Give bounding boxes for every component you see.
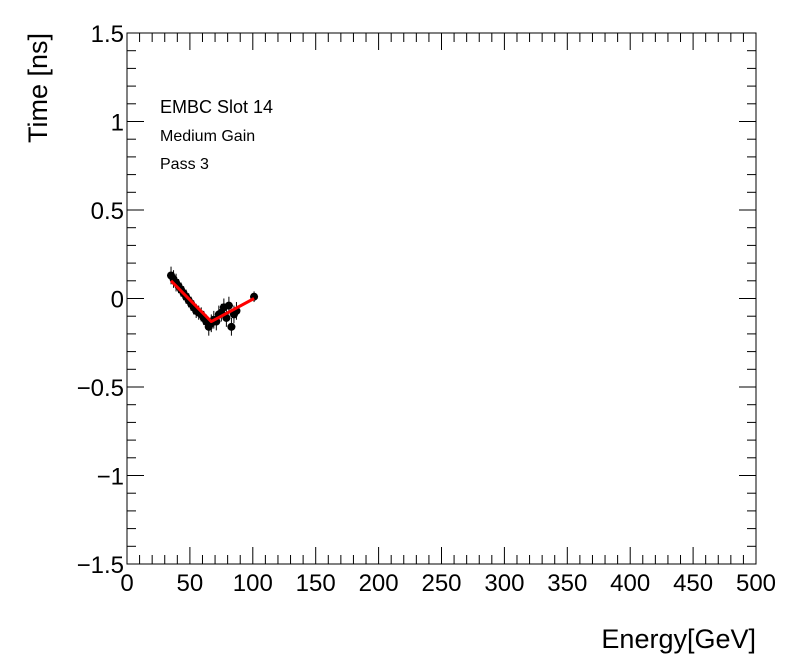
y-axis-title: Time [ns] xyxy=(23,33,53,143)
x-tick-label: 200 xyxy=(359,570,399,597)
y-tick-label: 1.5 xyxy=(91,21,124,48)
x-tick-labels-group: 0 50 100 150 200 250 300 350 400 450 500 xyxy=(120,570,776,597)
x-axis-title: Energy[GeV] xyxy=(601,624,756,654)
x-tick-label: 150 xyxy=(296,570,336,597)
y-tick-labels-group: −1.5 −1 −0.5 0 0.5 1 1.5 xyxy=(77,21,124,579)
fit-line xyxy=(169,279,255,324)
data-point xyxy=(227,322,236,331)
y-tick-label: 0.5 xyxy=(91,198,124,225)
y-tick-label: −1 xyxy=(97,464,124,491)
annotation-pass: Pass 3 xyxy=(160,156,209,173)
y-tick-label: −1.5 xyxy=(77,552,124,579)
x-tick-label: 250 xyxy=(421,570,461,597)
fit-line-group xyxy=(169,279,255,324)
x-tick-label: 100 xyxy=(233,570,273,597)
annotation-gain: Medium Gain xyxy=(160,128,255,145)
y-tick-label: −0.5 xyxy=(77,375,124,402)
x-tick-label: 0 xyxy=(120,570,133,597)
x-tick-label: 50 xyxy=(177,570,204,597)
x-tick-label: 400 xyxy=(610,570,650,597)
x-tick-label: 350 xyxy=(547,570,587,597)
x-tick-label: 500 xyxy=(736,570,776,597)
axis-ticks-group xyxy=(126,32,757,565)
y-tick-label: 1 xyxy=(111,110,124,137)
x-tick-label: 300 xyxy=(484,570,524,597)
x-tick-label: 450 xyxy=(673,570,713,597)
annotation-slot: EMBC Slot 14 xyxy=(160,97,273,117)
y-tick-label: 0 xyxy=(111,287,124,314)
data-point xyxy=(224,301,233,310)
